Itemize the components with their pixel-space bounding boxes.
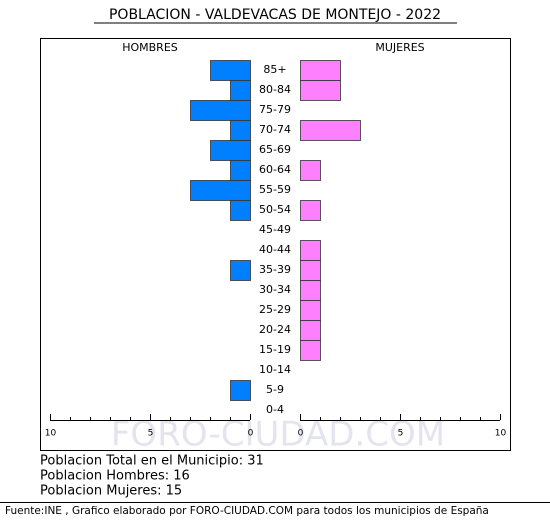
age-label: 15-19	[259, 343, 291, 356]
bar	[300, 160, 321, 181]
stat-line: Poblacion Mujeres: 15	[40, 484, 182, 499]
bar	[300, 280, 321, 301]
age-label: 85+	[263, 63, 286, 76]
bar	[210, 60, 251, 81]
bar	[300, 240, 321, 261]
age-label: 0-4	[266, 403, 284, 416]
watermark: FORO-CIUDAD.COM	[111, 415, 445, 455]
bar	[300, 80, 341, 101]
age-label: 70-74	[259, 123, 291, 136]
bar	[300, 340, 321, 361]
age-label: 80-84	[259, 83, 291, 96]
bar	[230, 380, 251, 401]
age-label: 25-29	[259, 303, 291, 316]
x-tick-label: 10	[495, 429, 507, 439]
age-label: 20-24	[259, 323, 291, 336]
x-tick-label: 10	[45, 429, 57, 439]
series-header: HOMBRES	[122, 41, 178, 54]
bar	[300, 60, 341, 81]
age-label: 40-44	[259, 243, 291, 256]
age-label: 45-49	[259, 223, 291, 236]
bar	[230, 160, 251, 181]
age-label: 60-64	[259, 163, 291, 176]
stat-line: Poblacion Hombres: 16	[40, 469, 190, 484]
age-label: 50-54	[259, 203, 291, 216]
x-tick-label: 0	[298, 429, 304, 439]
x-tick-label: 5	[148, 429, 154, 439]
age-label: 35-39	[259, 263, 291, 276]
source: Fuente:INE , Grafico elaborado por FORO-…	[5, 505, 489, 517]
age-label: 55-59	[259, 183, 291, 196]
bar	[230, 200, 251, 221]
bar	[300, 320, 321, 341]
age-label: 65-69	[259, 143, 291, 156]
bar	[300, 200, 321, 221]
bar	[230, 120, 251, 141]
bar	[210, 140, 251, 161]
x-tick-label: 5	[398, 429, 404, 439]
series-header: MUJERES	[375, 41, 424, 54]
chart-frame	[40, 38, 511, 451]
x-tick-label: 0	[248, 429, 254, 439]
stat-line: Poblacion Total en el Municipio: 31	[40, 454, 264, 469]
bar	[190, 100, 251, 121]
age-label: 5-9	[266, 383, 284, 396]
bar	[300, 300, 321, 321]
bar	[230, 80, 251, 101]
bar	[190, 180, 251, 201]
chart-title: POBLACION - VALDEVACAS DE MONTEJO - 2022	[109, 7, 441, 23]
age-label: 10-14	[259, 363, 291, 376]
bar	[300, 120, 361, 141]
age-label: 75-79	[259, 103, 291, 116]
bar	[300, 260, 321, 281]
age-label: 30-34	[259, 283, 291, 296]
bar	[230, 260, 251, 281]
